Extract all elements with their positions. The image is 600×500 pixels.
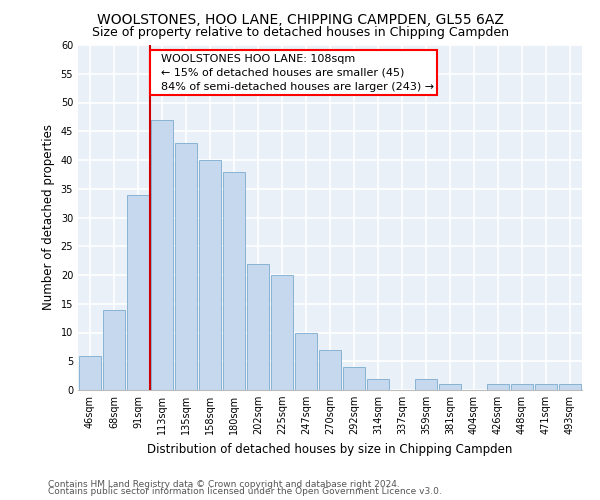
- Text: Size of property relative to detached houses in Chipping Campden: Size of property relative to detached ho…: [91, 26, 509, 39]
- Text: WOOLSTONES, HOO LANE, CHIPPING CAMPDEN, GL55 6AZ: WOOLSTONES, HOO LANE, CHIPPING CAMPDEN, …: [97, 12, 503, 26]
- Bar: [127, 194, 149, 390]
- Bar: [439, 384, 461, 390]
- Bar: [271, 275, 293, 390]
- Bar: [487, 384, 509, 390]
- Text: WOOLSTONES HOO LANE: 108sqm
  ← 15% of detached houses are smaller (45)
  84% of: WOOLSTONES HOO LANE: 108sqm ← 15% of det…: [154, 54, 434, 92]
- X-axis label: Distribution of detached houses by size in Chipping Campden: Distribution of detached houses by size …: [148, 442, 512, 456]
- Bar: [511, 384, 533, 390]
- Bar: [175, 143, 197, 390]
- Bar: [151, 120, 173, 390]
- Bar: [343, 367, 365, 390]
- Bar: [367, 378, 389, 390]
- Y-axis label: Number of detached properties: Number of detached properties: [42, 124, 55, 310]
- Bar: [415, 378, 437, 390]
- Bar: [103, 310, 125, 390]
- Text: Contains HM Land Registry data © Crown copyright and database right 2024.: Contains HM Land Registry data © Crown c…: [48, 480, 400, 489]
- Bar: [199, 160, 221, 390]
- Bar: [79, 356, 101, 390]
- Bar: [223, 172, 245, 390]
- Bar: [247, 264, 269, 390]
- Bar: [559, 384, 581, 390]
- Bar: [535, 384, 557, 390]
- Bar: [295, 332, 317, 390]
- Bar: [319, 350, 341, 390]
- Text: Contains public sector information licensed under the Open Government Licence v3: Contains public sector information licen…: [48, 487, 442, 496]
